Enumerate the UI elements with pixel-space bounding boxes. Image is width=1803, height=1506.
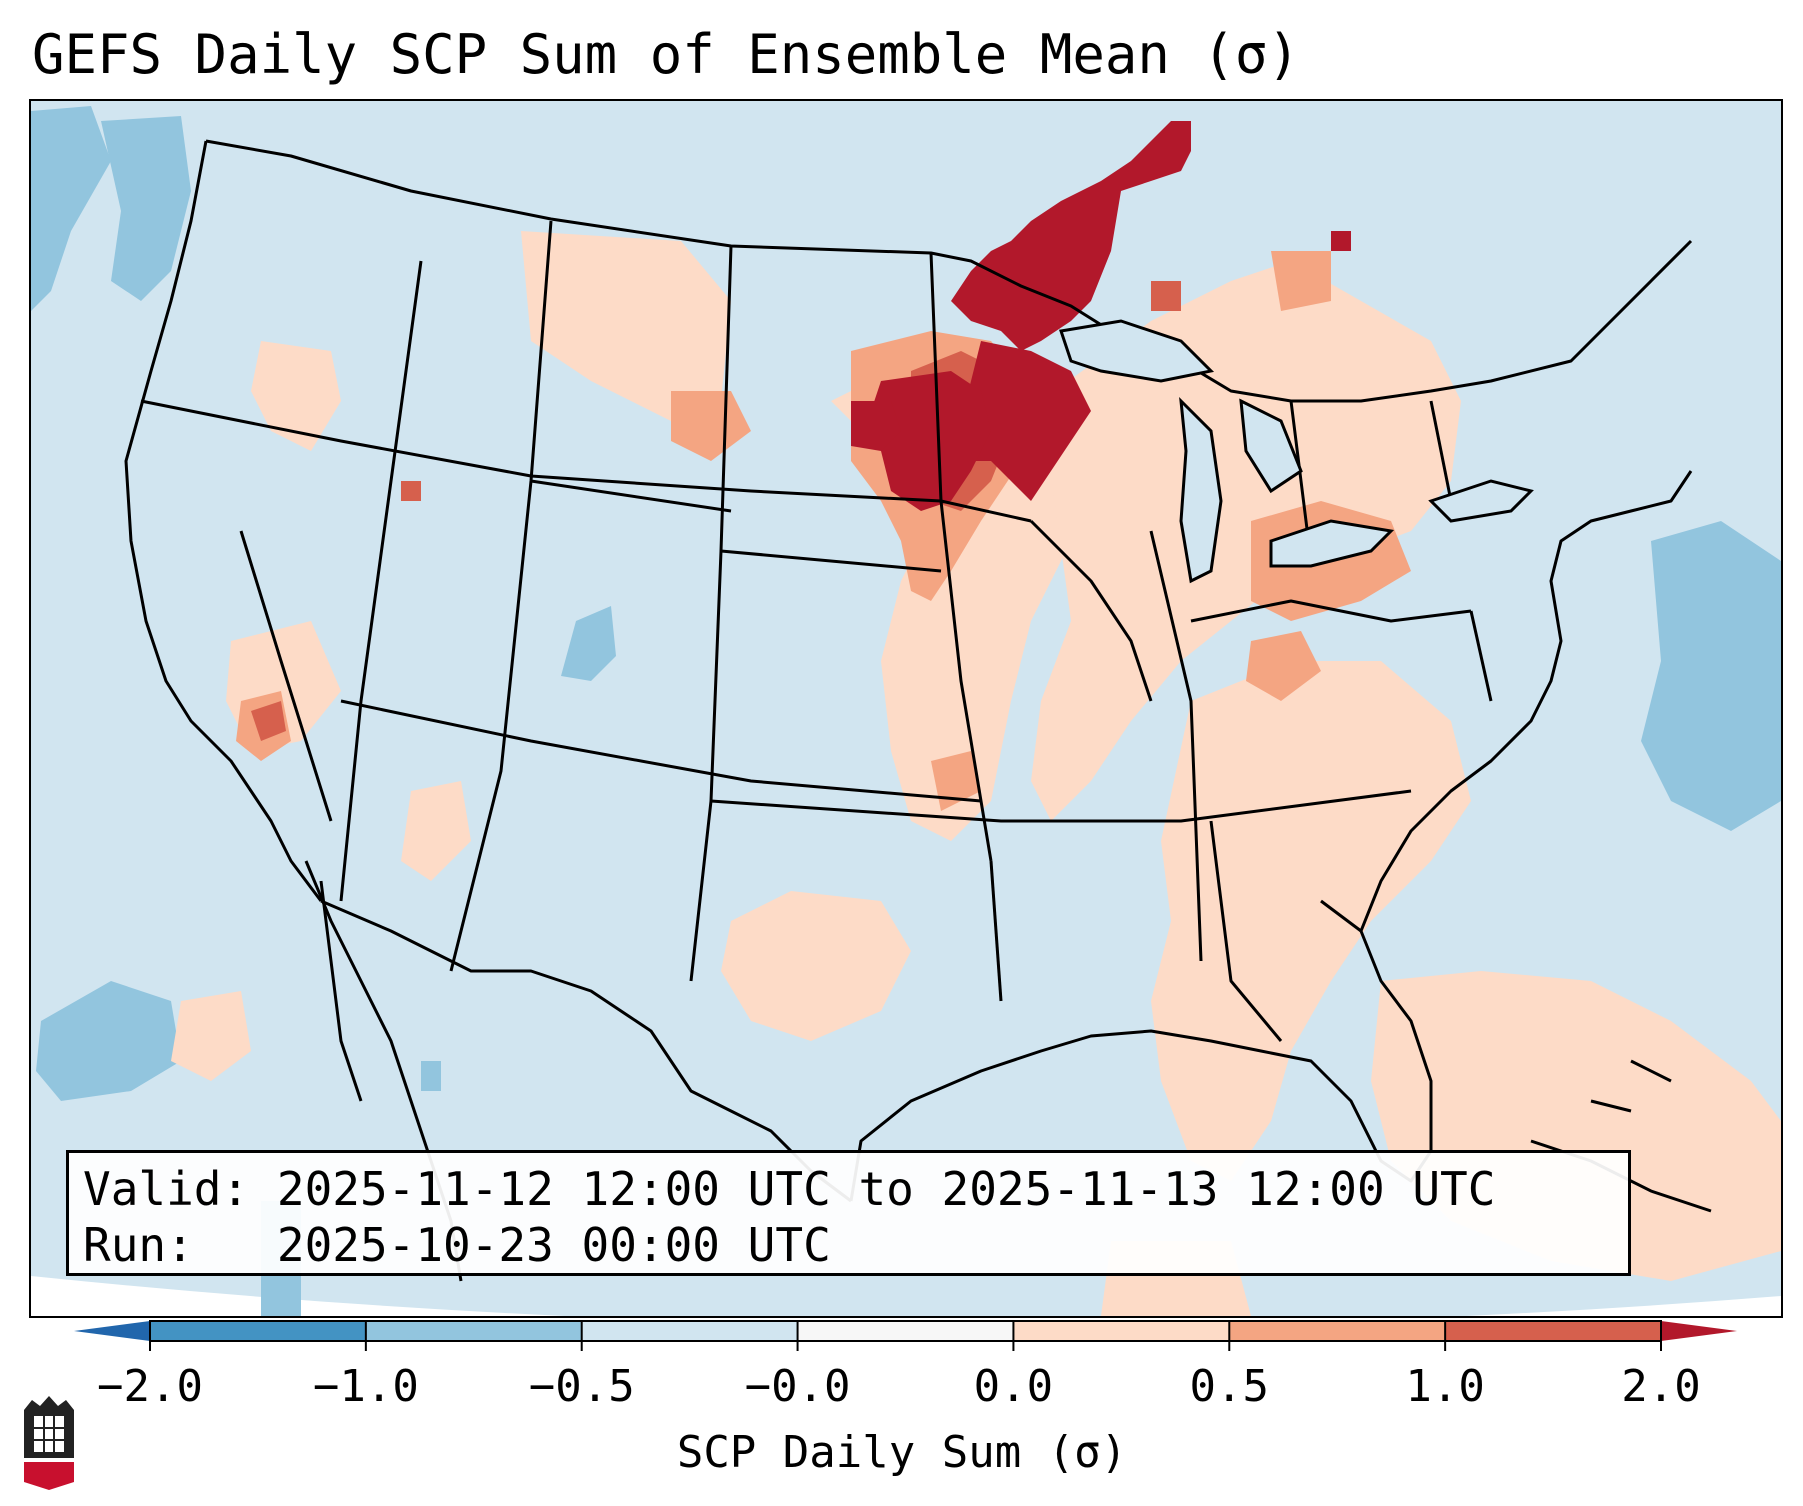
colorbar-tick-label: −0.5 xyxy=(528,1361,635,1412)
map-canvas xyxy=(31,101,1781,1316)
colorbar-tick-label: −1.0 xyxy=(312,1361,419,1412)
colorbar xyxy=(74,1320,1737,1351)
valid-row: Valid: 2025-11-12 12:00 UTC to 2025-11-1… xyxy=(83,1161,1614,1217)
colorbar-under-extend xyxy=(74,1321,150,1341)
positive-anomaly-light xyxy=(171,231,1781,1316)
run-label: Run: xyxy=(83,1218,194,1272)
positive-anomaly-extreme xyxy=(851,121,1351,511)
great-lakes xyxy=(1059,319,1534,584)
map-panel[interactable] xyxy=(29,99,1783,1318)
run-row: Run: 2025-10-23 00:00 UTC xyxy=(83,1217,1614,1273)
state-boundaries xyxy=(124,139,1693,1203)
colorbar-segment xyxy=(365,1321,583,1341)
colorbar-segment xyxy=(1445,1321,1662,1341)
run-value: 2025-10-23 00:00 UTC xyxy=(276,1218,831,1272)
colorbar-segment xyxy=(1013,1321,1230,1341)
colorbar-tick-label: 0.5 xyxy=(1189,1361,1270,1412)
colorbar-tick-label: −0.0 xyxy=(744,1361,851,1412)
validity-info-box: Valid: 2025-11-12 12:00 UTC to 2025-11-1… xyxy=(66,1150,1631,1276)
colorbar-segment xyxy=(1229,1321,1446,1341)
map-title: GEFS Daily SCP Sum of Ensemble Mean (σ) xyxy=(32,23,1300,86)
niu-logo-icon xyxy=(24,1396,74,1490)
colorbar-segment xyxy=(150,1321,367,1341)
colorbar-segment xyxy=(581,1321,799,1341)
colorbar-segment xyxy=(797,1321,1014,1341)
colorbar-tick-label: 0.0 xyxy=(973,1361,1054,1412)
colorbar-over-extend xyxy=(1661,1321,1737,1341)
colorbar-tick-label: 2.0 xyxy=(1621,1361,1701,1412)
colorbar-tick-label: 1.0 xyxy=(1405,1361,1485,1412)
colorbar-segments xyxy=(150,1321,1662,1341)
valid-value: 2025-11-12 12:00 UTC to 2025-11-13 12:00… xyxy=(276,1162,1496,1216)
valid-label: Valid: xyxy=(83,1162,250,1216)
colorbar-tick-label: −2.0 xyxy=(97,1361,203,1412)
colorbar-outline xyxy=(149,1320,1662,1342)
colorbar-label: SCP Daily Sum (σ) xyxy=(676,1427,1128,1478)
